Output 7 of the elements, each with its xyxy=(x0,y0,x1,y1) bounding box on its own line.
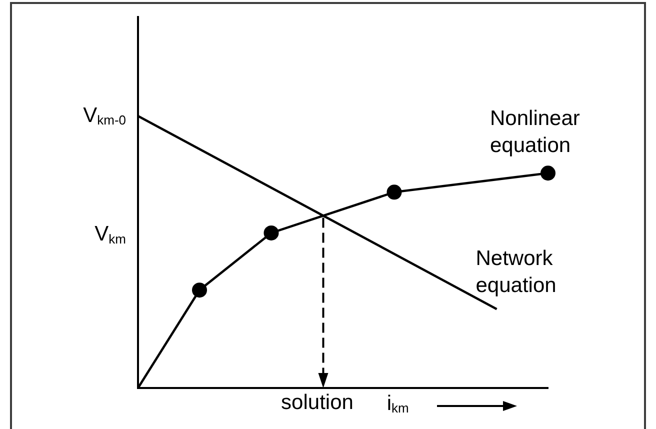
series-label: Nonlinear equation xyxy=(490,106,580,157)
point xyxy=(264,225,279,240)
series-label: Network equation xyxy=(476,246,556,297)
point xyxy=(386,184,402,200)
text: solution xyxy=(281,390,354,414)
point xyxy=(192,282,207,298)
point xyxy=(540,166,556,181)
